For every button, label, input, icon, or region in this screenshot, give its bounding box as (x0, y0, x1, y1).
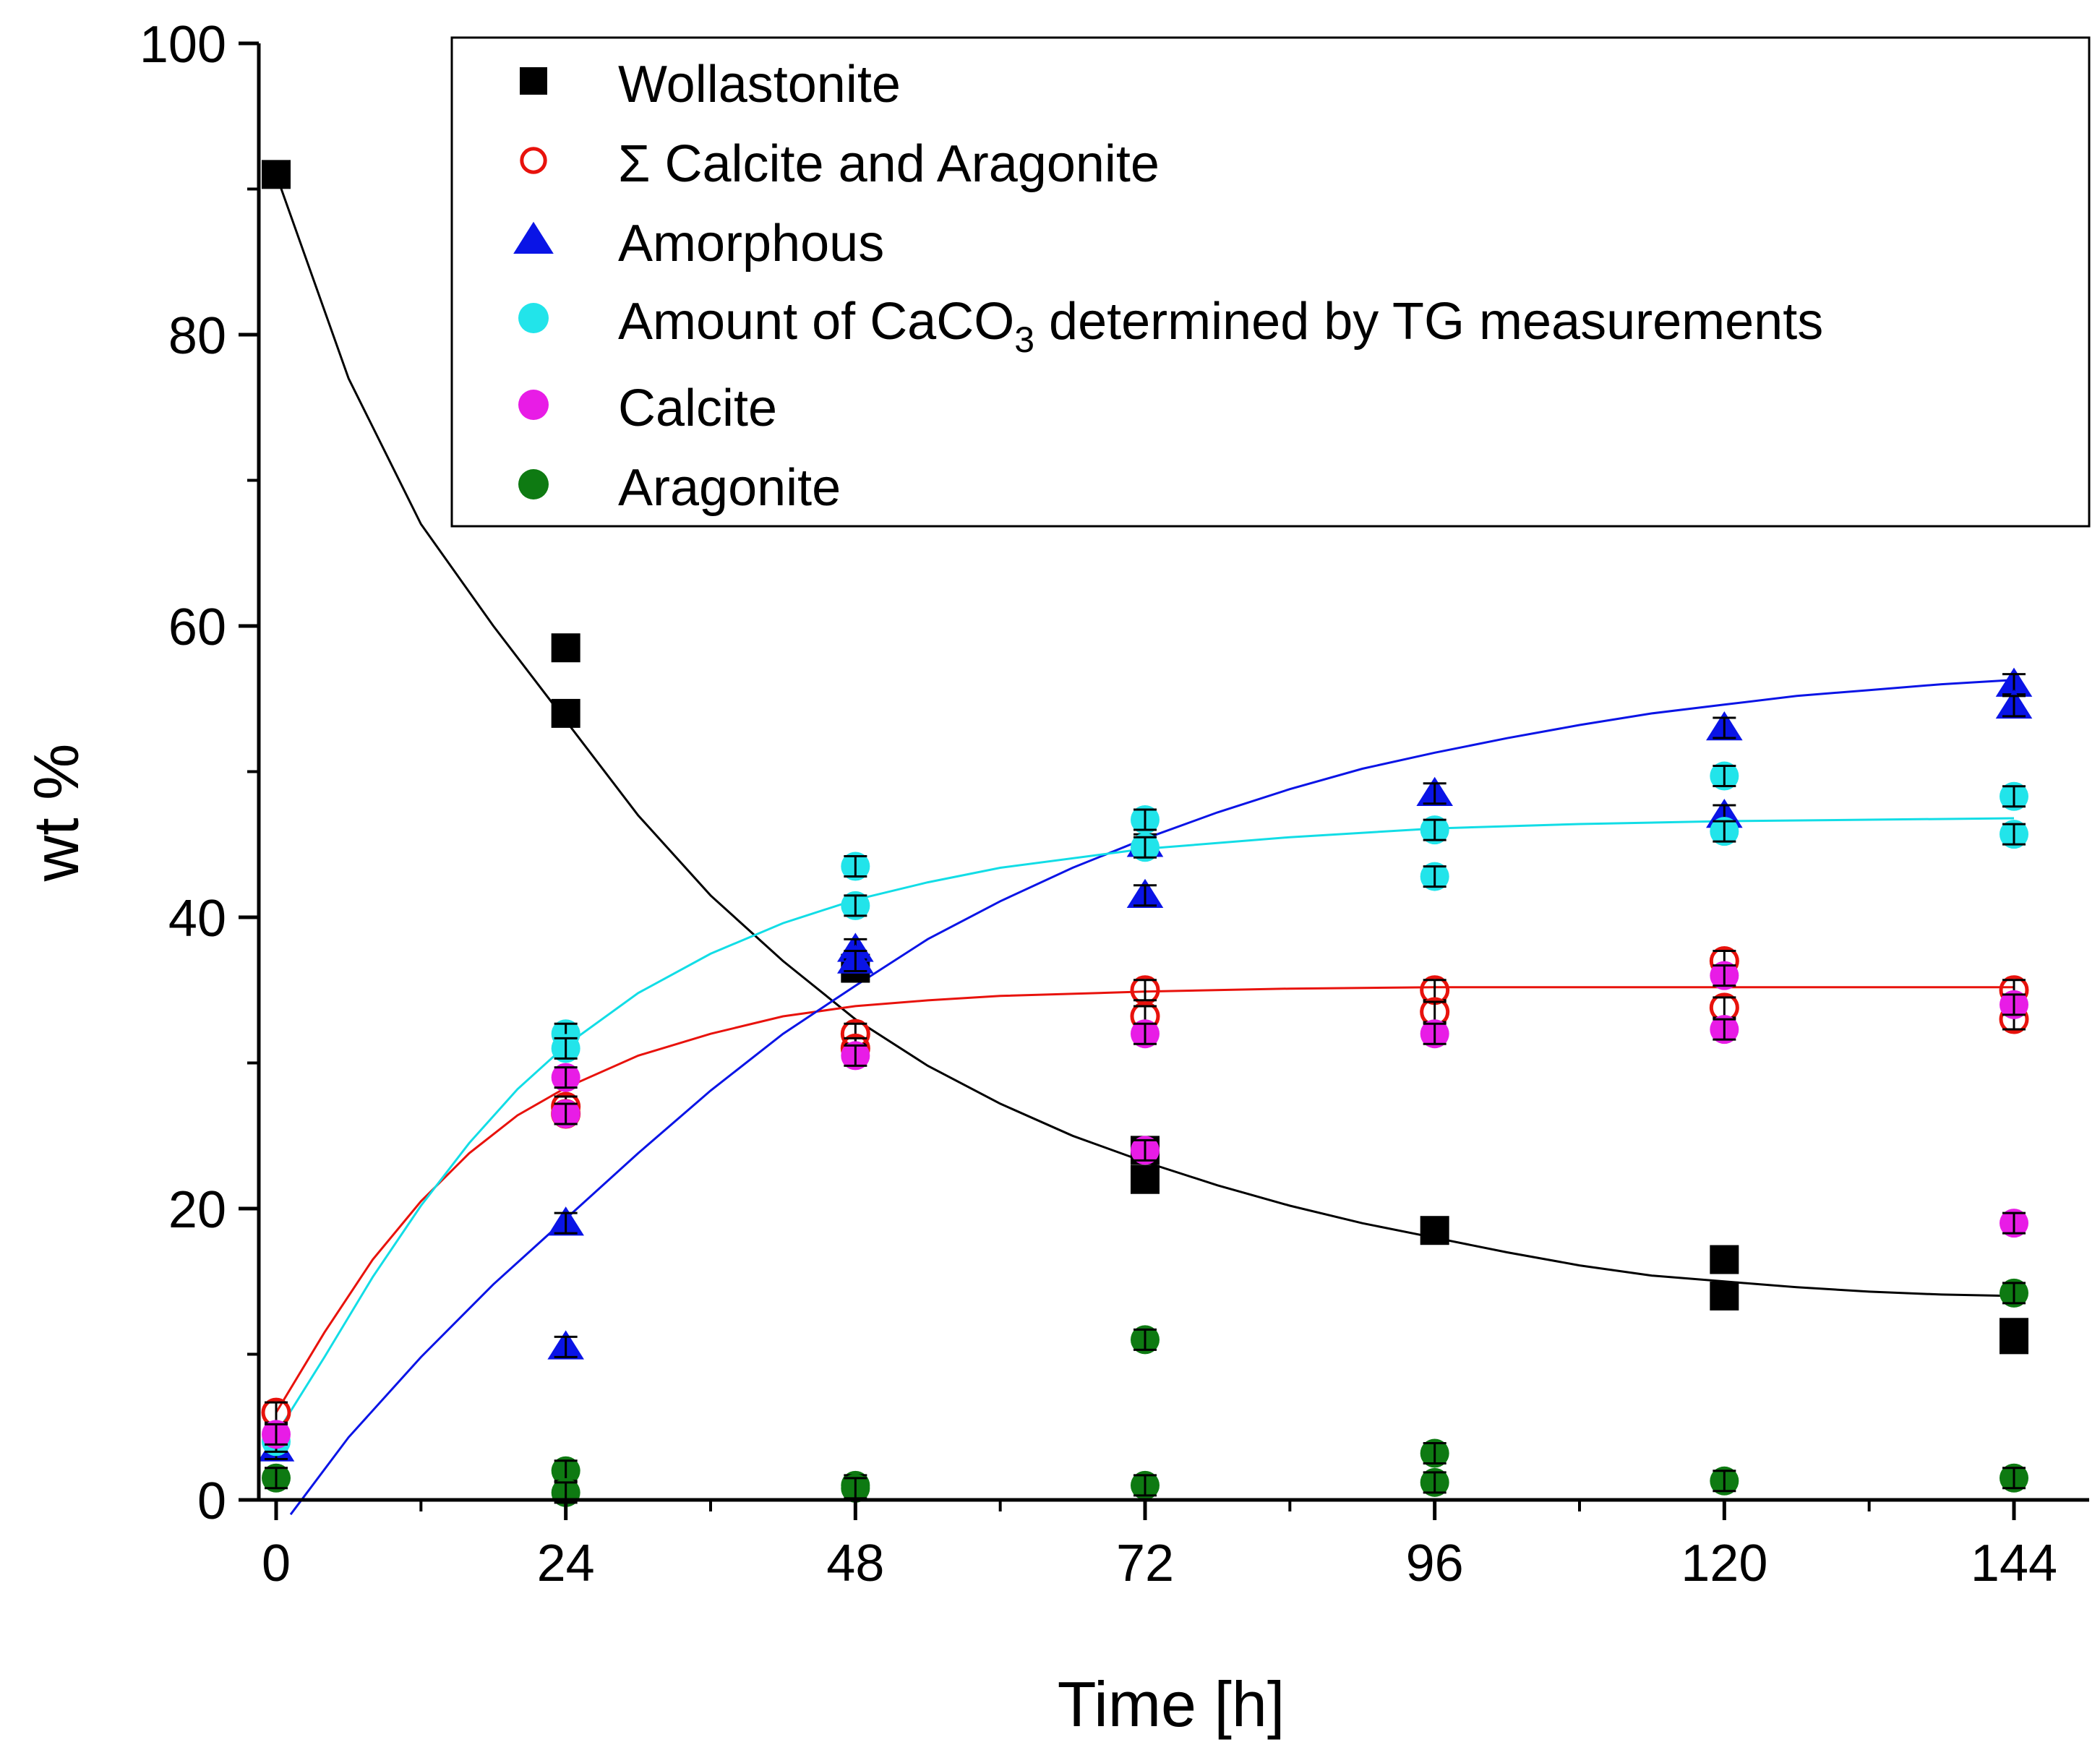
data-point-s4-4 (841, 852, 870, 881)
data-point-s3-9 (1706, 711, 1743, 741)
data-point-s1-7 (1420, 1216, 1449, 1245)
data-point-s5-2 (551, 1063, 580, 1092)
fit-curve-4 (275, 817, 2015, 1436)
data-point-s5-7 (1420, 1019, 1449, 1049)
data-point-s6-9 (1420, 1467, 1449, 1497)
data-point-s3-2 (547, 1206, 584, 1236)
data-point-s6-12 (2000, 1463, 2028, 1493)
data-point-s4-7 (1131, 833, 1160, 862)
legend-label-4: Amount of CaCO3 determined by TG measure… (618, 293, 1823, 360)
legend-item-4: Amount of CaCO3 determined by TG measure… (518, 293, 1823, 360)
data-point-s1-8 (1710, 1245, 1739, 1274)
data-point-s3-12 (1995, 689, 2033, 719)
data-point-s2-6 (1130, 975, 1160, 1005)
legend-item-2: Σ Calcite and Aragonite (520, 135, 1160, 193)
legend-marker-4 (518, 303, 549, 333)
legend-item-6: Aragonite (518, 459, 841, 517)
legend-label-2: Σ Calcite and Aragonite (618, 135, 1160, 193)
data-point-s5-3 (551, 1099, 580, 1129)
x-tick-label-96: 96 (1406, 1535, 1464, 1592)
data-point-s4-11 (1710, 817, 1739, 846)
legend-item-5: Calcite (518, 379, 777, 437)
data-point-s1-9 (1710, 1281, 1739, 1311)
data-point-s4-9 (1420, 862, 1449, 891)
y-tick-label-100: 100 (140, 16, 226, 74)
data-point-s4-10 (1710, 761, 1739, 791)
legend-marker-3 (513, 221, 554, 254)
data-point-s6-7 (1131, 1470, 1160, 1500)
y-tick-label-60: 60 (168, 599, 226, 656)
legend-marker-2 (520, 147, 547, 174)
legend-label-1: Wollastonite (618, 56, 901, 113)
legend-item-3: Amorphous (513, 215, 884, 273)
data-point-s1-2 (551, 633, 580, 663)
data-point-s4-5 (841, 891, 870, 920)
data-point-s6-1 (262, 1463, 291, 1493)
legend-label-5: Calcite (618, 379, 777, 437)
data-point-s1-1 (262, 160, 291, 189)
legend-marker-5 (518, 390, 549, 420)
x-tick-label-48: 48 (826, 1535, 884, 1592)
x-axis-title: Time [h] (1058, 1668, 1285, 1740)
x-tick-label-24: 24 (537, 1535, 595, 1592)
data-point-s6-11 (2000, 1278, 2028, 1308)
legend-label-6: Aragonite (618, 459, 841, 517)
data-point-s4-8 (1420, 815, 1449, 845)
legend: Wollastonite Σ Calcite and Aragonite Amorp… (450, 36, 2091, 528)
data-point-s6-6 (1131, 1325, 1160, 1355)
legend-frame (450, 36, 2091, 528)
data-point-s5-11 (2000, 1209, 2028, 1238)
data-point-s5-1 (262, 1420, 291, 1449)
fit-curve-2 (275, 986, 2014, 1413)
y-tick-label-80: 80 (168, 307, 226, 365)
data-point-s3-3 (547, 1330, 584, 1360)
data-point-s6-10 (1710, 1466, 1739, 1496)
data-point-s4-3 (551, 1034, 580, 1063)
y-tick-label-20: 20 (168, 1181, 226, 1239)
data-point-s5-8 (1710, 961, 1739, 990)
axes: 0 20 40 60 80 100 0 24 48 72 96 120 144 (140, 16, 2089, 1592)
x-tick-label-120: 120 (1681, 1535, 1767, 1592)
data-point-s1-3 (551, 698, 580, 728)
data-point-s5-4 (841, 1041, 870, 1071)
x-tick-label-72: 72 (1116, 1535, 1174, 1592)
y-tick-label-0: 0 (197, 1472, 226, 1530)
legend-label-3: Amorphous (618, 215, 884, 273)
data-point-s3-8 (1416, 776, 1453, 806)
data-point-s5-6 (1131, 1136, 1160, 1165)
data-point-s5-9 (1710, 1015, 1739, 1045)
data-point-s4-12 (2000, 781, 2028, 811)
legend-marker-6 (518, 469, 549, 499)
x-tick-label-0: 0 (262, 1535, 291, 1592)
data-point-s3-7 (1126, 878, 1164, 909)
legend-item-1: Wollastonite (520, 56, 901, 113)
data-point-s5-5 (1131, 1019, 1160, 1049)
data-point-s4-6 (1131, 805, 1160, 834)
y-tick-label-40: 40 (168, 890, 226, 948)
data-point-s3-5 (837, 944, 874, 974)
data-point-s1-11 (2000, 1318, 2028, 1347)
data-point-s6-8 (1420, 1438, 1449, 1468)
legend-marker-1 (520, 67, 547, 95)
y-axis-title: wt % (20, 744, 92, 883)
x-tick-label-144: 144 (1971, 1535, 2057, 1592)
plot-area (257, 160, 2033, 1516)
data-point-s1-6 (1131, 1164, 1160, 1194)
data-point-s4-13 (2000, 820, 2028, 849)
data-point-s5-10 (2000, 990, 2028, 1019)
